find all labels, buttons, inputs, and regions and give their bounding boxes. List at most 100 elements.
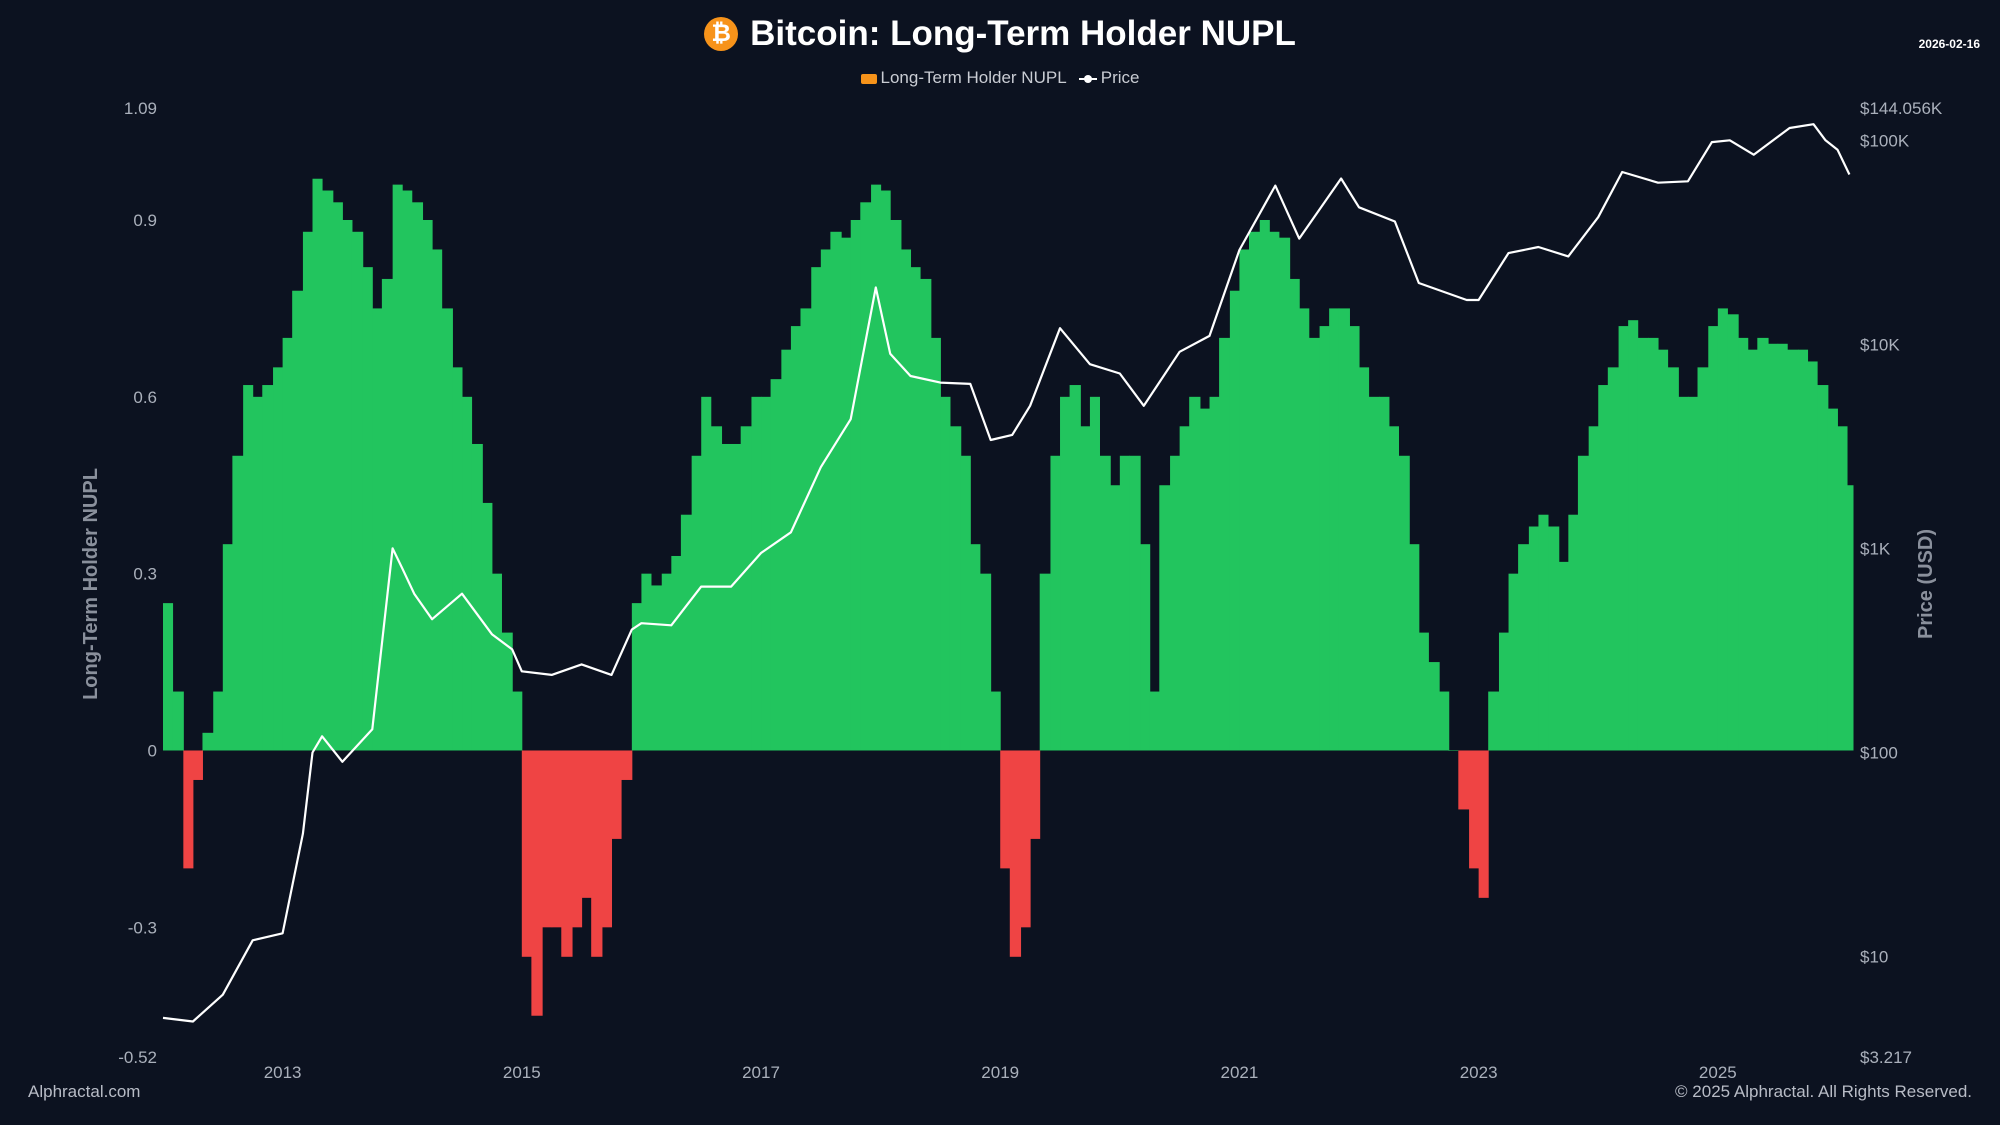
nupl-bar	[1637, 337, 1649, 751]
nupl-bar	[1189, 396, 1201, 751]
y2-tick-label: $100K	[1860, 131, 1910, 150]
y2-tick-label: $144.056K	[1860, 99, 1943, 118]
nupl-bar	[860, 202, 872, 751]
left-axis-label: Long-Term Holder NUPL	[80, 468, 102, 700]
legend-item-nupl[interactable]: Long-Term Holder NUPL	[860, 68, 1066, 87]
nupl-bar	[1558, 561, 1569, 751]
nupl-bar	[841, 237, 852, 751]
nupl-bar	[621, 750, 633, 780]
nupl-bar	[1418, 632, 1429, 751]
nupl-bar	[680, 514, 693, 751]
nupl-bar	[1099, 455, 1111, 751]
nupl-bar	[1588, 426, 1599, 751]
chart-title: ₿ Bitcoin: Long-Term Holder NUPL	[0, 14, 2000, 54]
nupl-bar	[1757, 337, 1769, 751]
nupl-bar	[949, 426, 962, 751]
nupl-bar	[1488, 691, 1500, 751]
nupl-bar	[1299, 308, 1310, 751]
price-line	[162, 123, 1851, 1023]
nupl-bar	[1129, 455, 1141, 751]
y2-tick-label: $1K	[1860, 539, 1891, 558]
nupl-bar	[322, 190, 334, 751]
nupl-bar	[1478, 750, 1489, 898]
nupl-bar	[1080, 426, 1091, 751]
nupl-bar	[1119, 455, 1130, 751]
nupl-bar	[751, 396, 762, 751]
nupl-bar	[770, 379, 782, 751]
nupl-bar	[1338, 308, 1350, 751]
nupl-bar	[222, 544, 233, 751]
nupl-bar	[252, 396, 263, 751]
nupl-bar	[880, 190, 891, 751]
nupl-bar	[1708, 326, 1719, 751]
nupl-bar	[441, 308, 453, 751]
nupl-bar	[1000, 750, 1011, 869]
footer-source[interactable]: Alphractal.com	[28, 1082, 141, 1101]
nupl-bar	[641, 573, 652, 751]
nupl-bar	[422, 219, 433, 751]
nupl-bar	[581, 750, 592, 898]
nupl-bar	[1628, 320, 1639, 751]
nupl-bar	[1349, 326, 1360, 751]
x-tick-label: 2015	[503, 1063, 541, 1082]
nupl-bar	[1199, 408, 1211, 751]
nupl-bar	[1069, 385, 1081, 751]
nupl-bar	[172, 691, 184, 751]
nupl-bar	[1060, 396, 1071, 751]
left-axis-ticks: 1.09 0.9 0.6 0.3 0 -0.3 -0.52	[118, 99, 157, 1067]
nupl-bar	[392, 184, 403, 751]
nupl-bar	[243, 385, 254, 751]
y-tick-label: 0.9	[133, 211, 157, 230]
nupl-bar	[1518, 544, 1530, 751]
nupl-bar	[1388, 426, 1400, 751]
nupl-bar	[1678, 396, 1689, 751]
nupl-bar	[1807, 361, 1818, 751]
nupl-bar	[910, 267, 921, 751]
nupl-bar	[213, 691, 224, 751]
nupl-bar	[1030, 750, 1041, 839]
nupl-bar	[561, 750, 573, 957]
nupl-bar	[1308, 337, 1321, 751]
y-tick-label: -0.52	[118, 1048, 157, 1067]
nupl-bar	[471, 443, 483, 751]
nupl-bar	[1747, 349, 1758, 751]
nupl-bar	[1409, 544, 1420, 751]
nupl-bar	[611, 750, 622, 839]
nupl-bar	[1687, 396, 1699, 751]
nupl-bar	[830, 231, 842, 751]
nupl-bar	[1398, 455, 1410, 751]
nupl-bar	[202, 732, 214, 751]
nupl-bar	[979, 573, 992, 751]
nupl-bar	[761, 396, 772, 751]
nupl-bar	[1697, 367, 1709, 751]
nupl-bar	[521, 750, 532, 957]
nupl-bar	[671, 555, 682, 751]
nupl-bar	[701, 396, 712, 751]
nupl-bar	[1648, 337, 1659, 751]
nupl-bar	[1219, 337, 1231, 751]
nupl-bar	[1548, 526, 1560, 751]
nupl-bar	[1249, 231, 1261, 751]
nupl-bar	[1498, 632, 1510, 751]
nupl-bar	[1209, 396, 1220, 751]
legend-swatch-price	[1078, 74, 1097, 83]
nupl-bar	[781, 349, 792, 751]
nupl-bar	[1239, 249, 1250, 751]
nupl-bar	[691, 455, 702, 751]
nupl-bar	[192, 750, 203, 780]
x-tick-label: 2013	[264, 1063, 302, 1082]
nupl-bar	[1847, 485, 1854, 751]
nupl-bar	[531, 750, 543, 1016]
nupl-bar	[1039, 573, 1051, 751]
y-tick-label: 0	[148, 741, 157, 760]
nupl-bar	[650, 585, 663, 751]
nupl-bar	[1717, 308, 1728, 751]
nupl-bar	[1289, 278, 1300, 751]
nupl-bar	[661, 573, 672, 751]
nupl-bar	[900, 249, 912, 751]
nupl-bar	[163, 603, 174, 751]
nupl-bar	[1428, 662, 1440, 751]
nupl-bar	[332, 202, 343, 751]
legend-item-price[interactable]: Price	[1071, 68, 1139, 87]
nupl-bar	[721, 443, 732, 751]
